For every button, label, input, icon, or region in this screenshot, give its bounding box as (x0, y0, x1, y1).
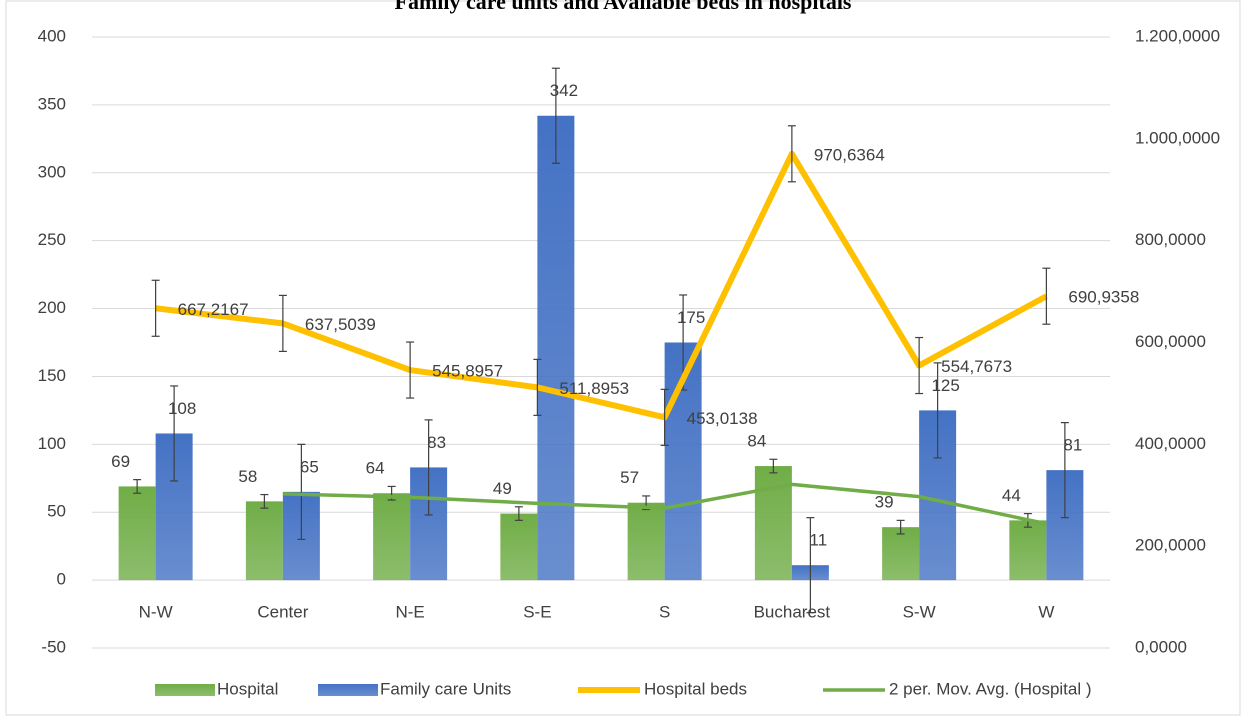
y-tick-label: -50 (41, 637, 66, 656)
error-bar (297, 443, 306, 540)
x-tick-label: Bucharest (754, 602, 831, 621)
x-tick-label: N-W (139, 602, 173, 621)
y2-tick-label: 0,0000 (1135, 637, 1187, 656)
y-tick-label: 100 (38, 434, 66, 453)
data-label: 64 (366, 459, 385, 478)
error-bar (787, 125, 796, 183)
error-bar (1042, 267, 1051, 325)
y2-tick-label: 200,0000 (1135, 536, 1206, 555)
bar (118, 486, 156, 581)
data-label: 970,6364 (814, 145, 885, 164)
data-label: 81 (1063, 436, 1082, 455)
data-label: 83 (427, 433, 446, 452)
bar (245, 501, 283, 581)
data-label: 49 (493, 479, 512, 498)
data-label: 65 (300, 457, 319, 476)
x-tick-label: S (659, 602, 670, 621)
data-label: 69 (111, 452, 130, 471)
error-bar (1060, 422, 1069, 519)
legend-label: 2 per. Mov. Avg. (Hospital ) (889, 679, 1092, 698)
bar (882, 527, 920, 581)
y-tick-label: 150 (38, 366, 66, 385)
error-bar (915, 336, 924, 395)
error-bar (170, 385, 179, 482)
data-label: 11 (810, 531, 828, 550)
data-label: 342 (550, 81, 578, 100)
y-tick-label: 350 (38, 94, 66, 113)
error-bar (660, 388, 669, 446)
x-tick-label: S-E (523, 602, 551, 621)
y-tick-label: 250 (38, 230, 66, 249)
bar (627, 502, 665, 581)
bar (1009, 520, 1047, 581)
error-bar (533, 358, 542, 416)
legend-swatch (318, 684, 378, 696)
data-label: 545,8957 (432, 362, 503, 381)
y2-tick-label: 600,0000 (1135, 332, 1206, 351)
bar (537, 115, 575, 581)
data-label: 39 (875, 493, 894, 512)
x-tick-label: W (1038, 602, 1054, 621)
y2-tick-label: 400,0000 (1135, 434, 1206, 453)
y-tick-label: 300 (38, 162, 66, 181)
data-label: 57 (620, 468, 639, 487)
legend-label: Hospital beds (644, 679, 747, 698)
chart-title: Family care units and Available beds in … (395, 0, 852, 14)
legend-swatch (155, 684, 215, 696)
line (282, 482, 1047, 526)
error-bar (133, 479, 142, 494)
error-bar (769, 458, 778, 474)
error-bar (406, 341, 415, 399)
error-bar (260, 493, 269, 509)
data-label: 554,7673 (941, 357, 1012, 376)
error-bar (933, 362, 942, 459)
x-tick-label: S-W (903, 602, 936, 621)
x-tick-label: N-E (395, 602, 424, 621)
error-bar (551, 67, 560, 164)
error-bar (896, 519, 905, 535)
data-label: 511,8953 (559, 379, 629, 398)
legend-label: Family care Units (380, 679, 511, 698)
data-label: 667,2167 (178, 300, 249, 319)
data-label: 690,9358 (1068, 288, 1139, 307)
y-tick-label: 400 (38, 26, 66, 45)
data-label: 175 (677, 308, 705, 327)
y2-tick-label: 800,0000 (1135, 230, 1206, 249)
chart-frame (5, 0, 1241, 716)
y-tick-label: 0 (57, 570, 66, 589)
data-label: 453,0138 (687, 409, 758, 428)
data-label: 58 (238, 467, 257, 486)
data-label: 108 (168, 399, 196, 418)
data-label: 44 (1002, 486, 1021, 505)
error-bar (514, 506, 523, 521)
bar (754, 466, 792, 581)
data-label: 637,5039 (305, 315, 376, 334)
data-label: 84 (747, 432, 766, 451)
error-bar (151, 279, 160, 337)
legend-label: Hospital (217, 679, 278, 698)
y2-tick-label: 1.000,0000 (1135, 128, 1220, 147)
error-bar (278, 294, 287, 353)
x-tick-label: Center (257, 602, 308, 621)
line (155, 150, 1048, 421)
bar (500, 513, 538, 581)
error-bar (806, 517, 815, 614)
y-tick-label: 200 (38, 298, 66, 317)
bar (373, 493, 411, 581)
y2-tick-label: 1.200,0000 (1135, 26, 1220, 45)
data-label: 125 (931, 376, 959, 395)
y-tick-label: 50 (47, 502, 66, 521)
